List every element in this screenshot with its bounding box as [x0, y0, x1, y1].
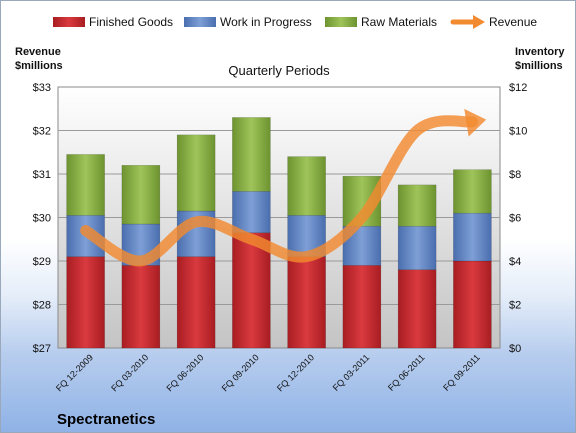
right-axis-tick-label: $0	[509, 343, 521, 355]
legend-label-work-in-progress: Work in Progress	[220, 15, 312, 29]
bar-finished-goods-fq-09-2011	[453, 260, 492, 349]
revenue-line	[80, 108, 487, 267]
category-label: FQ 06-2010	[165, 352, 206, 393]
right-axis-ticks: $0 $2 $4 $6 $8 $10 $12	[509, 82, 527, 355]
right-axis-title-line1: Inventory	[515, 46, 565, 58]
left-axis-ticks: $27 $28 $29 $30 $31 $32 $33	[33, 82, 51, 355]
right-axis-tick-label: $12	[509, 82, 527, 94]
left-axis-tick-label: $27	[33, 343, 51, 355]
revenue-arrowhead	[464, 108, 487, 137]
bar-raw-materials-fq-06-2011	[397, 184, 437, 227]
bar-raw-materials-fq-09-2010	[232, 117, 271, 192]
chart-subtitle: Quarterly Periods	[228, 63, 330, 78]
category-label: FQ 06-2011	[386, 352, 427, 393]
legend-label-revenue: Revenue	[489, 15, 537, 29]
category-label: FQ 12-2009	[54, 352, 95, 393]
right-axis-title-line2: $millions	[515, 60, 563, 72]
bar-finished-goods-fq-03-2010	[121, 265, 161, 349]
bar-series	[66, 117, 492, 349]
bar-raw-materials-fq-03-2010	[121, 165, 161, 225]
left-axis-tick-label: $31	[33, 169, 51, 181]
left-axis-tick-label: $29	[33, 256, 51, 268]
legend-swatch-finished-goods	[53, 17, 85, 27]
bar-finished-goods-fq-12-2010	[287, 256, 326, 349]
legend-label-raw-materials: Raw Materials	[361, 15, 437, 29]
right-axis-tick-label: $2	[509, 300, 521, 312]
legend-swatch-raw-materials	[325, 17, 357, 27]
left-axis-title-line1: Revenue	[15, 46, 61, 58]
bar-raw-materials-fq-12-2009	[66, 154, 105, 216]
bar-finished-goods-fq-12-2009	[66, 256, 105, 349]
category-labels: FQ 12-2009 FQ 03-2010 FQ 06-2010 FQ 09-2010…	[54, 352, 482, 393]
revenue-line-path	[80, 115, 478, 267]
bar-raw-materials-fq-09-2011	[453, 169, 492, 214]
bar-work-in-progress-fq-09-2011	[453, 212, 492, 262]
bar-finished-goods-fq-06-2010	[176, 256, 216, 349]
legend: Finished Goods Work in Progress Raw Mate…	[53, 15, 537, 29]
legend-label-finished-goods: Finished Goods	[89, 15, 173, 29]
bar-raw-materials-fq-06-2010	[176, 134, 216, 212]
category-label: FQ 12-2010	[275, 352, 316, 393]
left-axis-tick-label: $33	[33, 82, 51, 94]
category-label: FQ 09-2010	[220, 352, 261, 393]
legend-swatch-work-in-progress	[184, 17, 216, 27]
bar-finished-goods-fq-03-2011	[342, 265, 382, 349]
right-axis-tick-label: $10	[509, 126, 527, 138]
company-name: Spectranetics	[57, 411, 155, 428]
left-axis-title-line2: $millions	[15, 60, 63, 72]
legend-arrowhead-revenue	[473, 15, 485, 29]
left-axis-tick-label: $28	[33, 300, 51, 312]
right-axis-tick-label: $6	[509, 213, 521, 225]
right-axis-tick-label: $8	[509, 169, 521, 181]
category-label: FQ 09-2011	[441, 352, 482, 393]
left-axis-tick-label: $32	[33, 126, 51, 138]
bar-work-in-progress-fq-06-2011	[397, 225, 437, 270]
category-label: FQ 03-2011	[331, 352, 372, 393]
bar-work-in-progress-fq-09-2010	[232, 191, 271, 233]
right-axis-tick-label: $4	[509, 256, 521, 268]
category-label: FQ 03-2010	[109, 352, 150, 393]
left-axis-tick-label: $30	[33, 213, 51, 225]
bar-raw-materials-fq-12-2010	[287, 156, 326, 216]
bar-finished-goods-fq-09-2010	[232, 232, 271, 349]
bar-finished-goods-fq-06-2011	[397, 269, 437, 349]
